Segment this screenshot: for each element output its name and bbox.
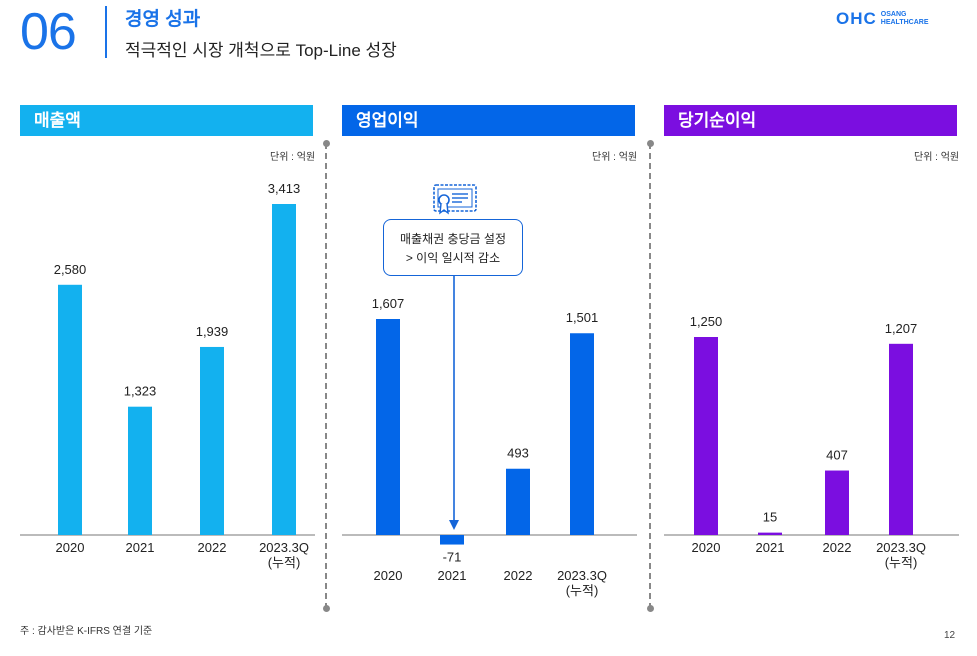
operating-profit-category-label-2023.3Q: 2023.3Q xyxy=(557,568,607,583)
revenue-category-sublabel-2023.3Q: (누적) xyxy=(268,555,301,570)
callout-box: 매출채권 충당금 설정 > 이익 일시적 감소 xyxy=(383,219,523,276)
net-income-category-label-2021: 2021 xyxy=(756,540,785,555)
net-income-value-label-2020: 1,250 xyxy=(690,314,723,329)
unit-label-operating-profit: 단위 : 억원 xyxy=(592,152,638,163)
operating-profit-category-label-2020: 2020 xyxy=(374,568,403,583)
revenue-bar-2022 xyxy=(200,346,224,535)
company-logo: OHC OSANG HEALTHCARE xyxy=(836,9,928,29)
operating-profit-category-sublabel-2023.3Q: (누적) xyxy=(566,583,599,598)
revenue-value-label-2022: 1,939 xyxy=(196,324,229,339)
operating-profit-bar-2022 xyxy=(506,468,530,535)
revenue-value-label-2020: 2,580 xyxy=(54,262,87,277)
revenue-value-label-2023.3Q: 3,413 xyxy=(268,181,301,196)
revenue-bar-2021 xyxy=(128,406,152,535)
operating-profit-bar-2023.3Q xyxy=(570,333,594,535)
callout-line-2: > 이익 일시적 감소 xyxy=(405,251,501,265)
net-income-bar-2022 xyxy=(825,470,849,535)
revenue-chart: 2,580 1,323 1,939 3,413 2020 2021 2022 2023.3Q(… xyxy=(20,181,315,570)
section-subtitle: 적극적인 시장 개척으로 Top-Line 성장 xyxy=(125,41,397,60)
net-income-value-label-2022: 407 xyxy=(826,448,848,463)
net-income-category-label-2022: 2022 xyxy=(823,540,852,555)
unit-label-revenue: 단위 : 억원 xyxy=(270,152,316,163)
net-income-category-label-2020: 2020 xyxy=(692,540,721,555)
net-income-value-label-2021: 15 xyxy=(763,510,777,525)
header-divider xyxy=(105,6,107,58)
logo-mark: OHC xyxy=(836,9,877,28)
revenue-category-label-2021: 2021 xyxy=(126,540,155,555)
logo-line-2: HEALTHCARE xyxy=(880,19,929,26)
panel-header-revenue: 매출액 xyxy=(20,105,313,136)
callout-line-1: 매출채권 충당금 설정 xyxy=(399,232,507,246)
logo-line-1: OSANG xyxy=(880,11,907,18)
operating-profit-bar-2020 xyxy=(376,319,400,535)
operating-profit-bar-2021 xyxy=(440,535,464,545)
net-income-chart: 1,250 15 407 1,207 2020 2021 2022 2023.3Q(누적) xyxy=(664,314,959,570)
panel-divider-2 xyxy=(646,140,654,612)
operating-profit-value-label-2022: 493 xyxy=(507,446,529,461)
panel-header-net-income: 당기순이익 xyxy=(664,105,957,136)
operating-profit-value-label-2020: 1,607 xyxy=(372,296,405,311)
operating-profit-category-label-2022: 2022 xyxy=(504,568,533,583)
revenue-category-label-2023.3Q: 2023.3Q xyxy=(259,540,309,555)
certificate-icon xyxy=(433,184,477,215)
revenue-value-label-2021: 1,323 xyxy=(124,384,157,399)
net-income-category-label-2023.3Q: 2023.3Q xyxy=(876,540,926,555)
revenue-bar-2020 xyxy=(58,284,82,535)
revenue-category-label-2020: 2020 xyxy=(56,540,85,555)
footnote: 주 : 감사받은 K-IFRS 연결 기준 xyxy=(20,626,153,637)
net-income-value-label-2023.3Q: 1,207 xyxy=(885,321,918,336)
net-income-bar-2020 xyxy=(694,337,718,535)
panel-header-operating-profit: 영업이익 xyxy=(342,105,635,136)
section-title: 경영 성과 xyxy=(125,9,201,30)
revenue-bar-2023.3Q xyxy=(272,204,296,535)
callout-arrow xyxy=(449,276,459,530)
operating-profit-category-label-2021: 2021 xyxy=(438,568,467,583)
operating-profit-value-label-2023.3Q: 1,501 xyxy=(566,310,599,325)
net-income-category-sublabel-2023.3Q: (누적) xyxy=(885,555,918,570)
operating-profit-value-label-2021: -71 xyxy=(443,550,462,565)
logo-subtext: OSANG HEALTHCARE xyxy=(881,11,929,27)
net-income-bar-2023.3Q xyxy=(889,343,913,535)
revenue-category-label-2022: 2022 xyxy=(198,540,227,555)
unit-label-net-income: 단위 : 억원 xyxy=(914,152,960,163)
net-income-bar-2021 xyxy=(758,532,782,535)
panel-divider-1 xyxy=(322,140,330,612)
operating-profit-chart: 1,607 -71 493 1,501 2020 2021 2022 2023.3Q(누적) xyxy=(342,296,637,598)
section-number: 06 xyxy=(20,3,77,61)
page-number: 12 xyxy=(944,630,956,641)
